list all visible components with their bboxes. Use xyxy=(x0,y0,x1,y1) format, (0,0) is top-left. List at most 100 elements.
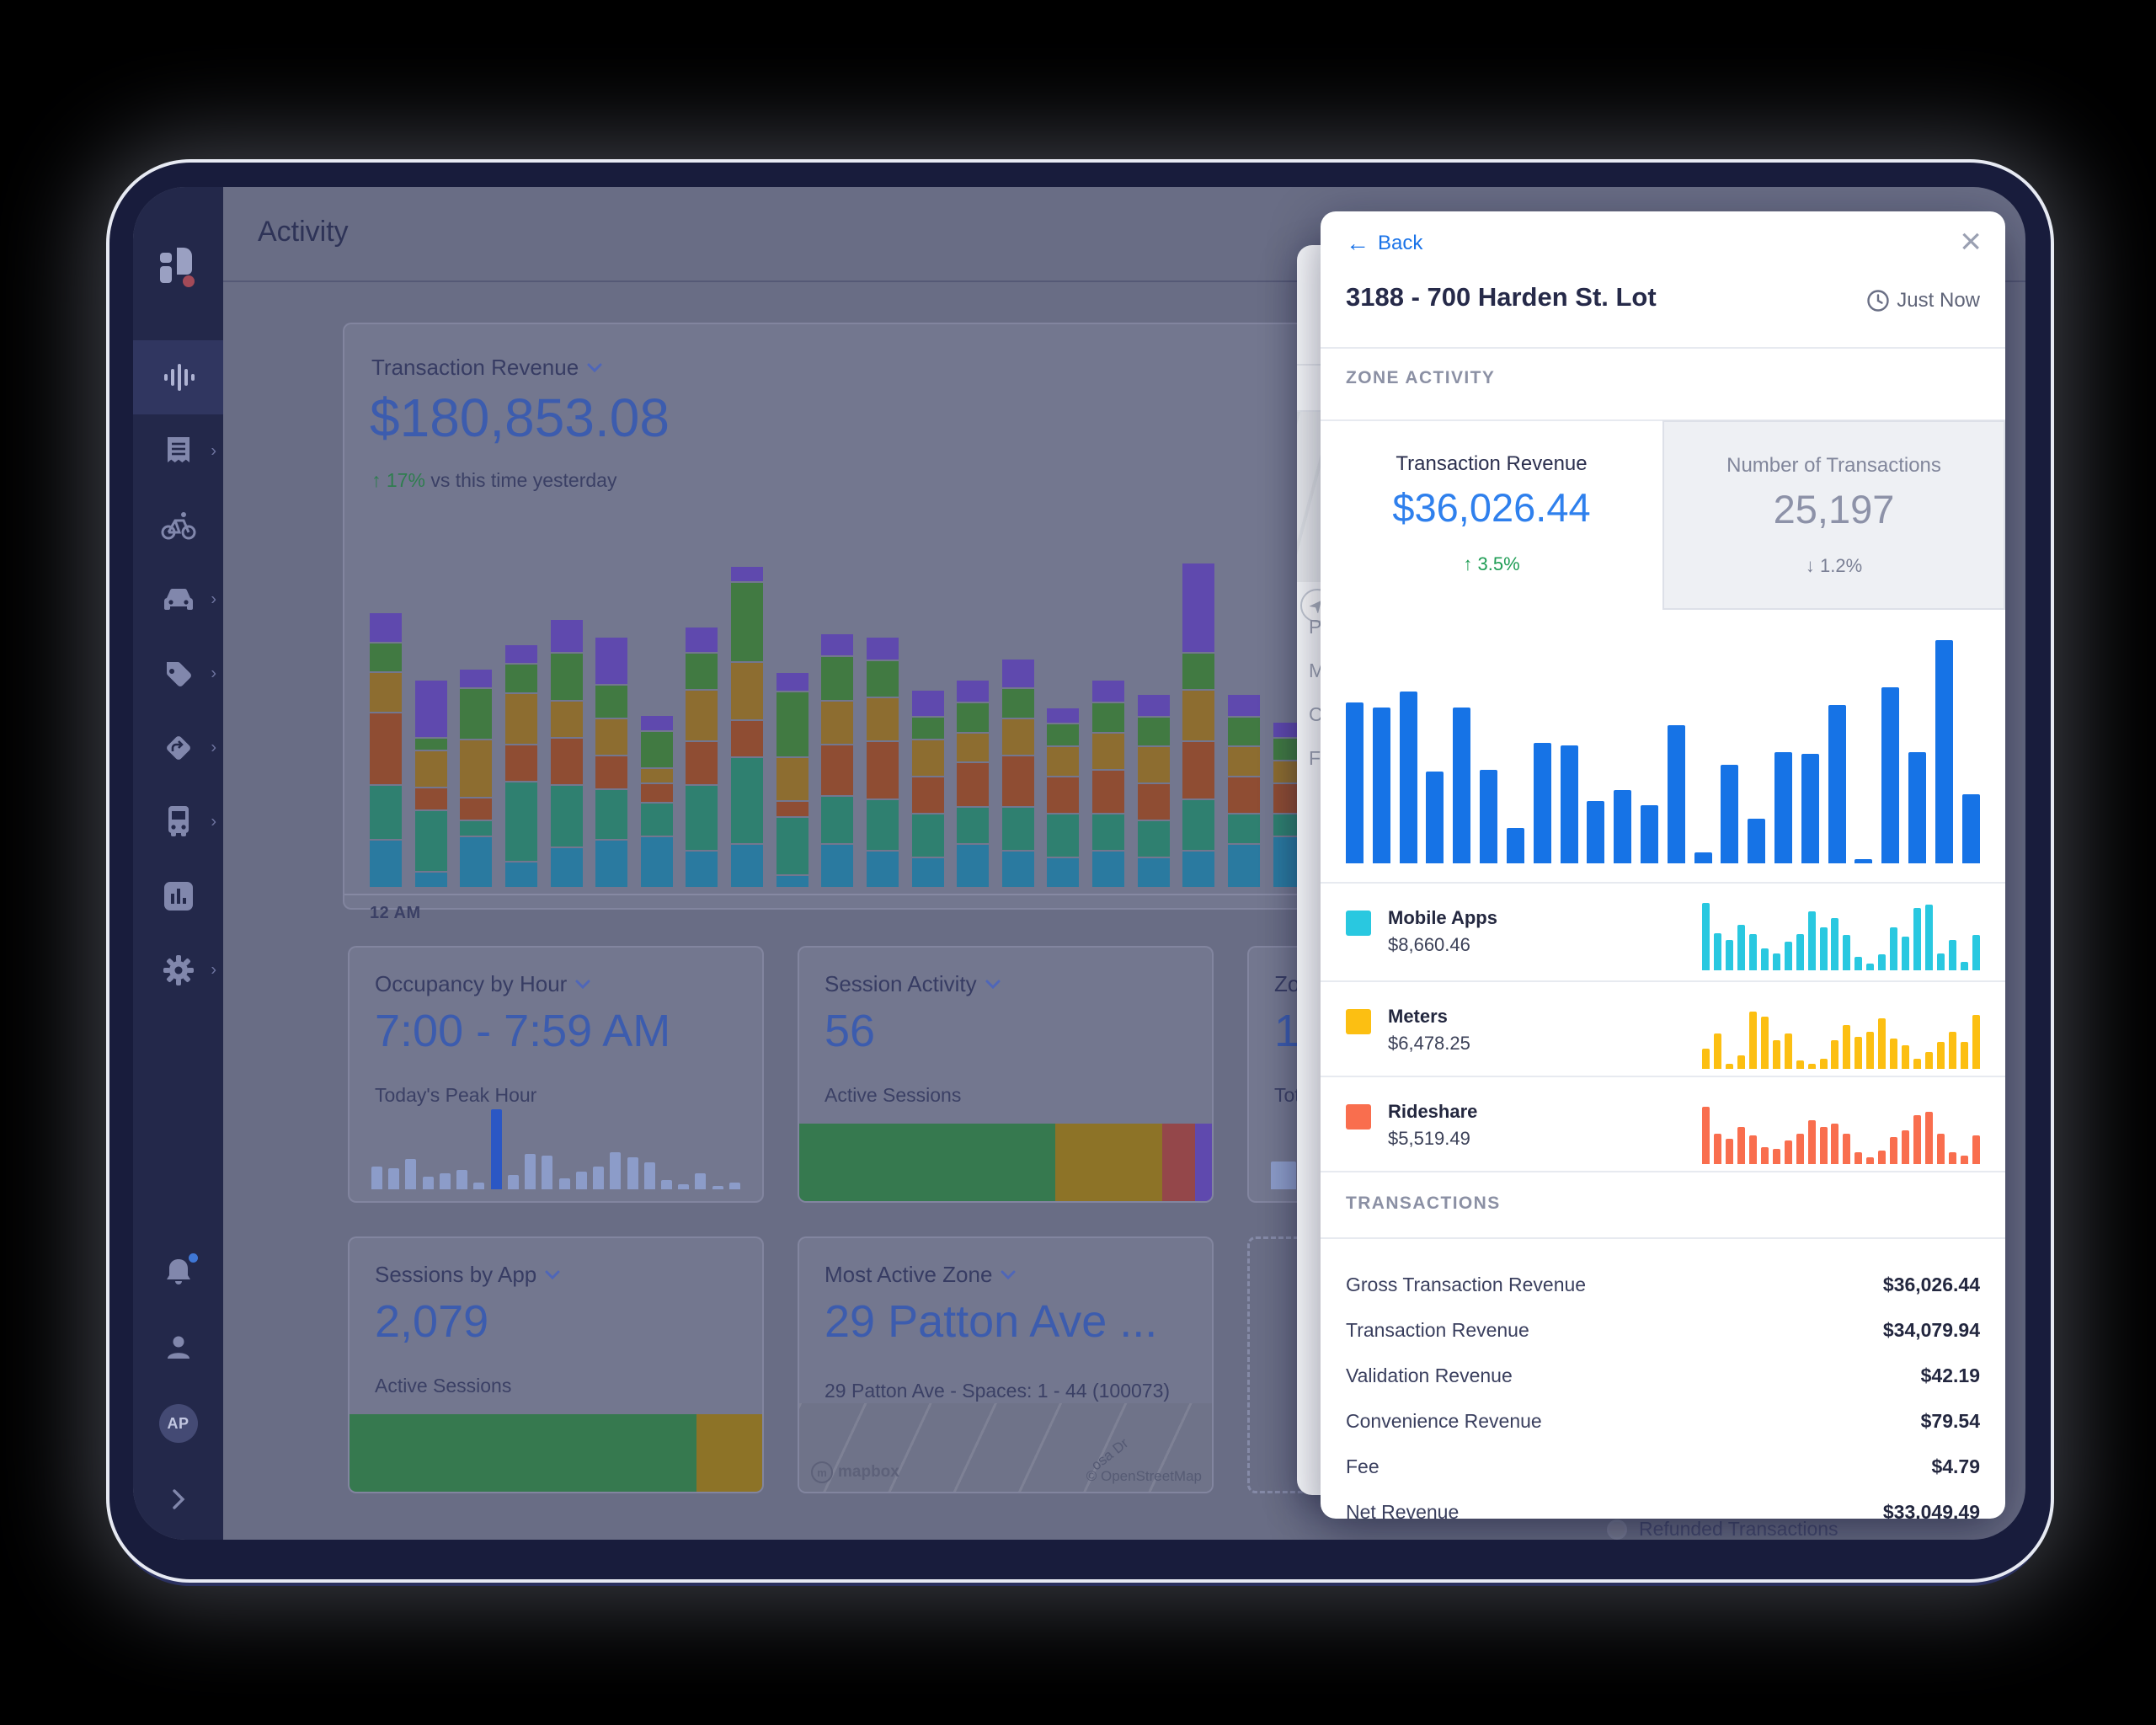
legend-row-meters[interactable]: Meters $6,478.25 xyxy=(1321,984,2005,1079)
metric-delta: ↓ 1.2% xyxy=(1805,555,1863,576)
sidebar-item-enforcement[interactable]: › xyxy=(133,711,223,785)
zone-title: 3188 - 700 Harden St. Lot xyxy=(1346,282,1657,312)
most-active-zone-value: 29 Patton Ave ... xyxy=(825,1296,1158,1347)
sidebar-item-avatar[interactable]: AP xyxy=(133,1386,223,1461)
legend-value: $5,519.49 xyxy=(1388,1128,1470,1149)
bus-icon xyxy=(168,806,189,836)
table-row: Fee $4.79 xyxy=(1321,1444,2005,1489)
sidebar-item-pricing[interactable]: › xyxy=(133,637,223,711)
refunded-transactions-label: Refunded Transactions xyxy=(1639,1518,1838,1540)
metric-tab-transaction-revenue[interactable]: Transaction Revenue $36,026.44 ↑ 3.5% xyxy=(1321,420,1662,610)
back-button[interactable]: ← Back xyxy=(1346,232,1422,255)
tx-label: Transaction Revenue xyxy=(1346,1318,1529,1341)
legend-row-mobile-apps[interactable]: Mobile Apps $8,660.46 xyxy=(1321,885,2005,980)
sidebar-item-parking[interactable]: › xyxy=(133,563,223,637)
tx-value: $34,079.94 xyxy=(1882,1318,1980,1341)
occupancy-by-hour-card: Occupancy by Hour 7:00 - 7:59 AM Today's… xyxy=(348,946,764,1203)
openstreetmap-credit: © OpenStreetMap xyxy=(1086,1468,1202,1484)
tablet-device: › › xyxy=(109,163,2051,1579)
card-subtitle: Active Sessions xyxy=(825,1084,962,1106)
metric-label: Number of Transactions xyxy=(1726,454,1941,477)
sidebar-item-reports[interactable] xyxy=(133,859,223,933)
delta-percent: 17% xyxy=(386,469,425,491)
metric-label: Transaction Revenue xyxy=(1396,452,1588,475)
card-title: Most Active Zone xyxy=(825,1262,993,1287)
delta-text: vs this time yesterday xyxy=(430,469,617,491)
card-title: Sessions by App xyxy=(375,1262,537,1287)
metric-value: 25,197 xyxy=(1773,487,1895,531)
sheet-text-fragment: C xyxy=(1309,703,1323,725)
legend-value: $8,660.46 xyxy=(1388,934,1470,955)
mobile-apps-mini-chart xyxy=(1702,903,1980,970)
bicycle-icon xyxy=(161,512,195,540)
table-row: Net Revenue $33,049.49 xyxy=(1321,1489,2005,1519)
close-button[interactable]: × xyxy=(1960,221,1982,262)
chart-x-axis: 12 AM NOW xyxy=(344,894,1419,931)
card-title-row[interactable]: Transaction Revenue xyxy=(371,355,602,381)
apps-split-bar xyxy=(350,1414,762,1492)
navigation-arrow-icon xyxy=(1310,600,1322,613)
divider xyxy=(1321,1171,2005,1172)
sidebar-item-transit[interactable]: › xyxy=(133,785,223,859)
zone-map[interactable]: osa Dr m mapbox © OpenStreetMap xyxy=(799,1403,1212,1492)
sidebar-item-activity[interactable] xyxy=(133,340,223,414)
last-updated: Just Now xyxy=(1866,289,1980,312)
sidebar-item-receipts[interactable]: › xyxy=(133,414,223,489)
table-row: Validation Revenue $42.19 xyxy=(1321,1353,2005,1398)
mapbox-credit: m mapbox xyxy=(811,1461,899,1483)
card-subtitle: 29 Patton Ave - Spaces: 1 - 44 (100073) xyxy=(825,1380,1171,1402)
card-title-row[interactable]: Session Activity xyxy=(825,971,1001,997)
sidebar-item-account[interactable] xyxy=(133,1311,223,1385)
card-subtitle: Active Sessions xyxy=(375,1375,512,1397)
card-title: Occupancy by Hour xyxy=(375,971,568,996)
card-title-row[interactable]: Sessions by App xyxy=(375,1262,560,1288)
sessions-by-app-value: 2,079 xyxy=(375,1296,489,1347)
chevron-right-icon: › xyxy=(211,441,216,461)
chevron-down-icon xyxy=(985,980,1001,989)
sidebar-collapse-button[interactable] xyxy=(133,1462,223,1536)
tx-value: $79.54 xyxy=(1920,1409,1980,1432)
zone-hourly-revenue-chart xyxy=(1346,640,1980,863)
page-title: Activity xyxy=(258,216,349,248)
rideshare-swatch xyxy=(1346,1104,1371,1130)
chevron-right-icon xyxy=(172,1489,184,1509)
transaction-revenue-card: Transaction Revenue $180,853.08 ↑ 17% vs… xyxy=(343,323,1421,922)
sidebar-item-settings[interactable]: › xyxy=(133,933,223,1007)
chevron-right-icon: › xyxy=(211,590,216,609)
sidebar-item-notifications[interactable] xyxy=(133,1235,223,1309)
card-title: Session Activity xyxy=(825,971,977,996)
legend-name: Rideshare xyxy=(1388,1101,1478,1122)
refunded-transactions-toggle[interactable]: Refunded Transactions xyxy=(1607,1518,1838,1540)
tx-label: Convenience Revenue xyxy=(1346,1409,1542,1432)
sessions-by-app-card: Sessions by App 2,079 Active Sessions xyxy=(348,1236,764,1493)
radio-circle-icon xyxy=(1607,1519,1627,1540)
passport-logo-icon xyxy=(159,248,195,287)
tx-label: Net Revenue xyxy=(1346,1500,1460,1519)
chevron-right-icon: › xyxy=(211,812,216,831)
chevron-right-icon: › xyxy=(211,664,216,683)
legend-row-rideshare[interactable]: Rideshare $5,519.49 xyxy=(1321,1079,2005,1174)
zone-detail-panel: ← Back × 3188 - 700 Harden St. Lot Just … xyxy=(1321,211,2005,1519)
bell-icon xyxy=(166,1259,190,1284)
card-subtitle: Today's Peak Hour xyxy=(375,1084,537,1106)
car-icon xyxy=(163,589,193,610)
card-title-row[interactable]: Most Active Zone xyxy=(825,1262,1016,1288)
active-sessions-value: 56 xyxy=(825,1006,876,1056)
table-row: Gross Transaction Revenue $36,026.44 xyxy=(1321,1262,2005,1307)
legend-name: Mobile Apps xyxy=(1388,907,1497,928)
metric-delta: ↑ 3.5% xyxy=(1463,553,1520,574)
sidebar-item-micromobility[interactable] xyxy=(133,489,223,563)
transactions-section-label: TRANSACTIONS xyxy=(1346,1194,1501,1213)
metric-tab-number-of-transactions[interactable]: Number of Transactions 25,197 ↓ 1.2% xyxy=(1662,420,2005,610)
most-active-zone-card: Most Active Zone 29 Patton Ave ... 29 Pa… xyxy=(798,1236,1214,1493)
chevron-down-icon xyxy=(575,980,590,989)
chevron-right-icon: › xyxy=(211,738,216,757)
table-row: Convenience Revenue $79.54 xyxy=(1321,1398,2005,1444)
sheet-text-fragment: P xyxy=(1309,616,1322,638)
app-logo xyxy=(133,243,223,288)
card-title-row[interactable]: Occupancy by Hour xyxy=(375,971,590,997)
rideshare-mini-chart xyxy=(1702,1097,1980,1164)
clock-icon xyxy=(1867,290,1889,312)
occupancy-mini-chart xyxy=(371,1109,740,1189)
sheet-text-fragment: F xyxy=(1309,747,1321,769)
